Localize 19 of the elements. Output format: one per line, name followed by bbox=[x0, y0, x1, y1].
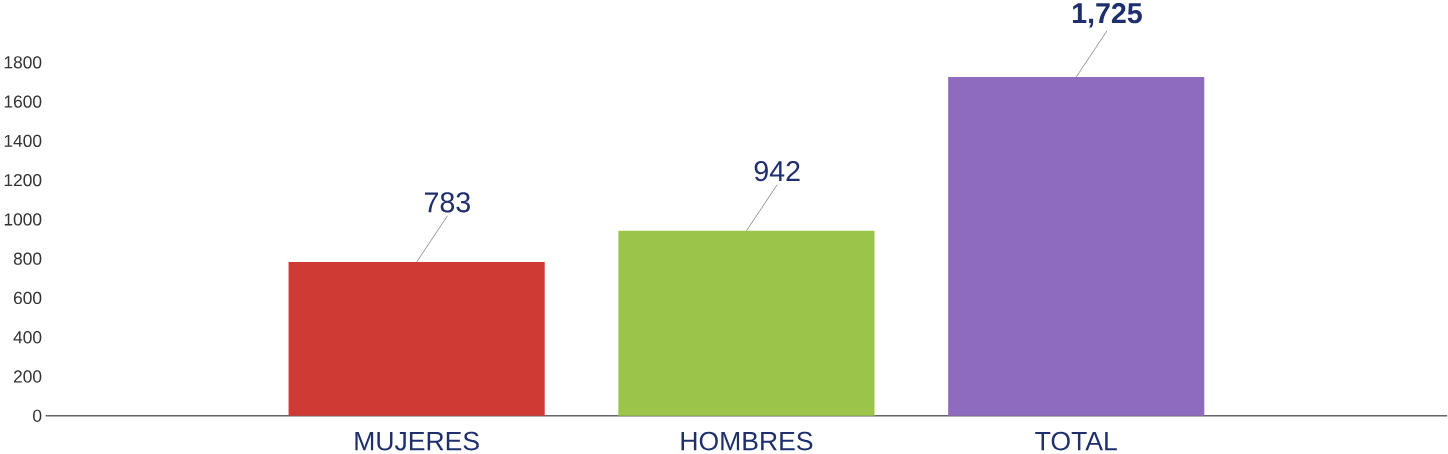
y-tick-label: 400 bbox=[13, 331, 42, 344]
y-tick-label: 800 bbox=[13, 252, 42, 265]
y-tick-label: 200 bbox=[13, 370, 42, 383]
data-label: 1,725 bbox=[1072, 3, 1142, 28]
x-tick-label: MUJERES bbox=[355, 431, 479, 451]
y-tick-label: 1000 bbox=[4, 213, 42, 226]
bar bbox=[288, 262, 545, 416]
data-label: 783 bbox=[425, 192, 470, 213]
y-tick-label: 1800 bbox=[4, 56, 42, 69]
y-tick-label: 1600 bbox=[4, 95, 42, 108]
y-tick-label: 1200 bbox=[4, 174, 42, 187]
bar bbox=[618, 230, 875, 416]
y-tick-label: 1400 bbox=[4, 134, 42, 148]
bar bbox=[948, 77, 1205, 416]
x-tick-label: HOMBRES bbox=[681, 431, 813, 451]
x-tick-label: TOTAL bbox=[1035, 431, 1117, 451]
y-tick-label: 600 bbox=[13, 291, 42, 305]
y-tick-label: 0 bbox=[33, 409, 42, 422]
data-label: 942 bbox=[754, 161, 800, 182]
